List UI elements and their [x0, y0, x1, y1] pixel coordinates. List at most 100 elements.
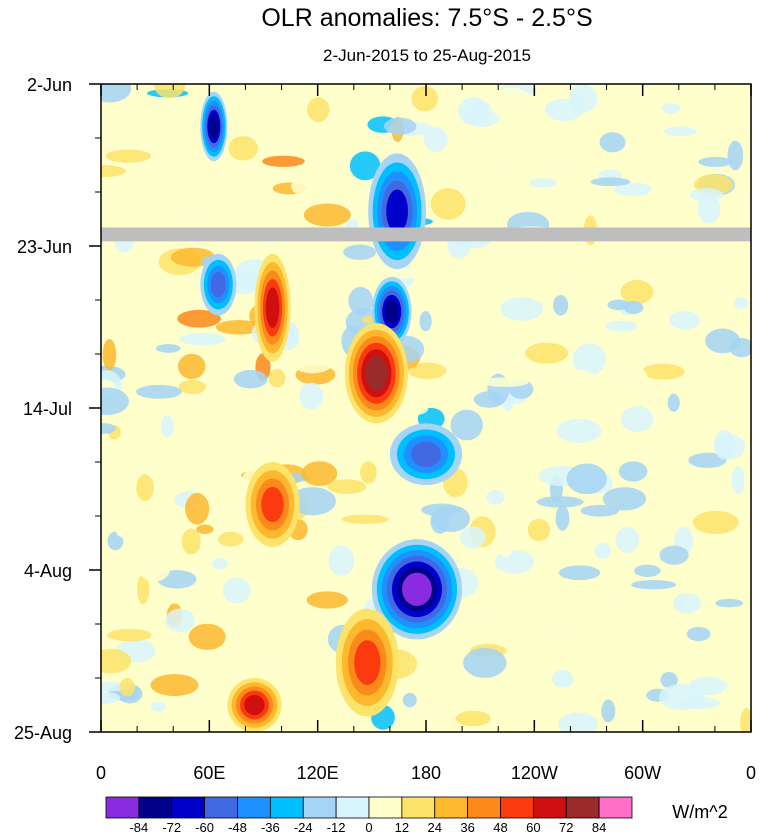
- anomaly-cell: [663, 621, 683, 634]
- anomaly-cell: [328, 545, 355, 576]
- anomaly-cell: [558, 712, 598, 732]
- anomaly-cell: [150, 674, 199, 697]
- anomaly-cell: [618, 461, 648, 482]
- chart-subtitle: 2-Jun-2015 to 25-Aug-2015: [323, 46, 531, 65]
- colorbar-swatch: [269, 796, 304, 819]
- anomaly-cell: [388, 268, 426, 279]
- x-tick-label: 180: [411, 763, 441, 783]
- colorbar-level-label: -24: [294, 820, 313, 834]
- y-tick-label: 23-Jun: [17, 237, 72, 257]
- anomaly-cell: [181, 528, 201, 555]
- colorbar-level-label: -84: [129, 820, 148, 834]
- anomaly-cell: [268, 368, 286, 388]
- anomaly-cell: [491, 341, 533, 365]
- anomaly-cell: [551, 271, 589, 297]
- anomaly-cell: [251, 653, 293, 670]
- anomaly-cell: [552, 294, 569, 316]
- anomaly-cell: [343, 244, 377, 260]
- anomaly-cell: [450, 409, 483, 441]
- colorbar-level-label: 36: [460, 820, 474, 834]
- anomaly-cell: [215, 320, 263, 335]
- anomaly-cell: [667, 393, 680, 412]
- anomaly-cell: [688, 676, 728, 695]
- colorbar-level-label: 48: [493, 820, 507, 834]
- anomaly-cell: [160, 415, 174, 438]
- anomaly-cell: [727, 140, 744, 171]
- anomaly-cell: [555, 505, 570, 531]
- anomaly-cell: [196, 524, 214, 535]
- anomaly-cell: [155, 344, 181, 353]
- anomaly-cell: [615, 527, 640, 553]
- anomaly-cell: [634, 564, 661, 577]
- colorbar-level-label: -60: [195, 820, 214, 834]
- anomaly-cell: [664, 126, 698, 137]
- anomaly-cell: [552, 669, 574, 688]
- anomaly-cell: [228, 116, 269, 129]
- anomaly-cell: [293, 357, 332, 374]
- colorbar-level-label: 60: [526, 820, 540, 834]
- anomaly-cell: [678, 278, 709, 296]
- anomaly-cell: [580, 504, 620, 517]
- anomaly-cell: [233, 369, 268, 389]
- anomaly-cell: [360, 461, 377, 484]
- anomaly-cell: [558, 565, 601, 581]
- anomaly-cell: [692, 510, 739, 534]
- anomaly-cell: [225, 552, 270, 562]
- anomaly-cell: [291, 177, 310, 195]
- anomaly-cell: [458, 97, 489, 126]
- anomaly-cell: [697, 194, 721, 224]
- anomaly-cell: [481, 377, 529, 387]
- anomaly-cell: [556, 418, 602, 444]
- anomaly-cell: [659, 545, 689, 565]
- anomaly-feature: [200, 91, 228, 162]
- anomaly-cell: [660, 671, 678, 689]
- anomaly-cell: [150, 701, 166, 712]
- anomaly-cell: [546, 154, 580, 180]
- anomaly-feature: [389, 423, 463, 486]
- anomaly-cell: [179, 332, 226, 346]
- colorbar-level-label: -48: [228, 820, 247, 834]
- anomaly-cell: [402, 692, 417, 708]
- anomaly-cell: [101, 84, 132, 103]
- anomaly-cell: [634, 676, 659, 687]
- anomaly-cell: [303, 203, 351, 227]
- anomaly-cell: [601, 699, 616, 723]
- anomaly-cell: [658, 608, 686, 622]
- x-tick-label: 60W: [624, 763, 661, 783]
- anomaly-cell: [641, 363, 685, 380]
- anomaly-cell: [564, 305, 610, 330]
- anomaly-cell: [136, 574, 150, 605]
- anomaly-cell: [686, 626, 711, 642]
- colorbar-swatch: [237, 796, 271, 819]
- colorbar-swatch: [171, 796, 206, 819]
- anomaly-cell: [489, 87, 534, 119]
- missing-data-band: [101, 227, 751, 242]
- anomaly-cell: [307, 97, 330, 123]
- anomaly-cell: [536, 496, 584, 508]
- anomaly-cell: [497, 527, 515, 557]
- anomaly-cell: [260, 431, 305, 450]
- anomaly-cell: [101, 648, 132, 674]
- colorbar-swatch: [565, 796, 600, 819]
- anomaly-cell: [662, 103, 681, 114]
- anomaly-cell: [731, 465, 745, 494]
- anomaly-cell: [733, 296, 749, 310]
- anomaly-cell: [577, 511, 615, 540]
- anomaly-cell: [178, 353, 206, 380]
- colorbar-level-label: 0: [365, 820, 372, 834]
- anomaly-feature: [371, 539, 463, 640]
- colorbar-level-label: -36: [261, 820, 280, 834]
- anomaly-cell: [544, 98, 584, 121]
- anomaly-cell: [262, 155, 305, 167]
- anomaly-contour: [265, 287, 280, 329]
- anomaly-cell: [139, 557, 170, 582]
- colorbar-swatch: [401, 796, 436, 819]
- anomaly-cell: [623, 301, 644, 315]
- anomaly-cell: [407, 362, 447, 380]
- anomaly-contour: [384, 299, 399, 324]
- anomaly-cell: [689, 188, 724, 202]
- x-tick-label: 120E: [297, 763, 339, 783]
- anomaly-cell: [672, 593, 702, 614]
- anomaly-cell: [101, 423, 116, 434]
- anomaly-cell: [713, 430, 735, 460]
